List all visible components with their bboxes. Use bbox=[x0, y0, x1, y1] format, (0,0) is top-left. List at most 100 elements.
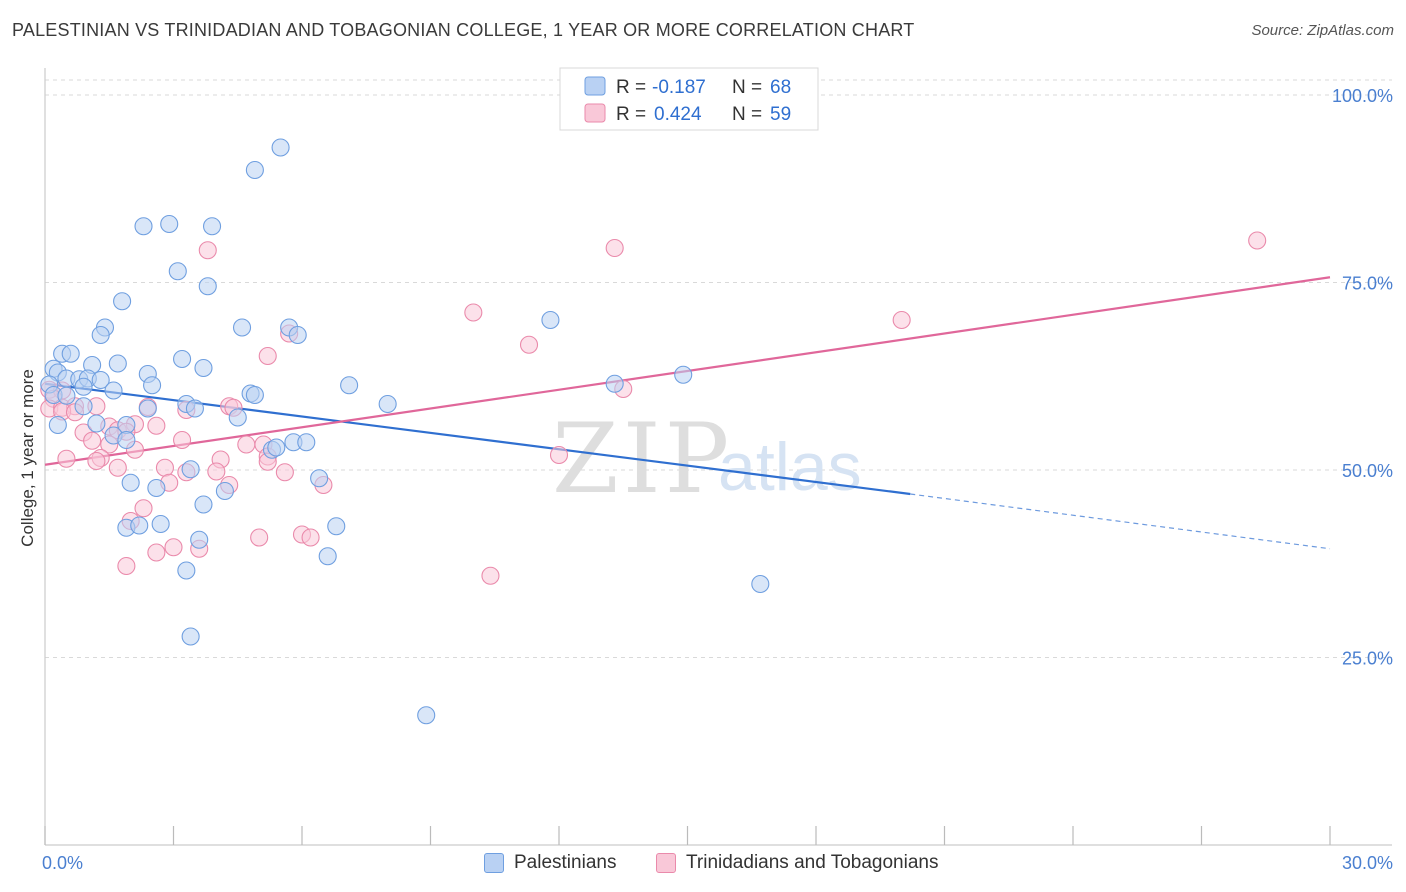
tick-labels: 25.0% 50.0% 75.0% 100.0% 0.0% 30.0% bbox=[42, 86, 1393, 873]
palestinian-point bbox=[121, 473, 140, 492]
trinidadian-point bbox=[155, 458, 174, 477]
palestinian-point bbox=[198, 277, 217, 296]
stats-n-value-2: 59 bbox=[770, 104, 791, 125]
trinidadian-point bbox=[250, 528, 269, 547]
palestinian-point bbox=[288, 325, 307, 345]
source-credit: Source: ZipAtlas.com bbox=[1251, 22, 1394, 39]
palestinian-point bbox=[181, 627, 200, 646]
palestinian-point bbox=[541, 310, 560, 330]
palestinian-point bbox=[130, 516, 149, 535]
trinidadian-point bbox=[892, 310, 911, 330]
stats-n-label-1: N = bbox=[732, 77, 762, 98]
data-points bbox=[40, 138, 1267, 725]
palestinian-point bbox=[173, 349, 192, 369]
x-tick-label: 30.0% bbox=[1342, 853, 1393, 873]
palestinian-point bbox=[143, 376, 162, 395]
trinidadian-point bbox=[198, 241, 217, 260]
stats-r-value-1: -0.187 bbox=[652, 77, 706, 98]
palestinian-point bbox=[417, 706, 436, 725]
palestinian-point bbox=[203, 217, 222, 236]
stats-n-value-1: 68 bbox=[770, 77, 791, 98]
legend-label-palestinians: Palestinians bbox=[514, 852, 617, 873]
palestinian-point bbox=[318, 547, 337, 566]
palestinian-point bbox=[194, 495, 213, 514]
trinidadian-point bbox=[549, 445, 569, 465]
trinidadian-point bbox=[83, 431, 102, 450]
palestinian-point bbox=[108, 354, 127, 373]
trinidadian-point bbox=[207, 462, 226, 481]
palestinian-point bbox=[228, 408, 247, 427]
trinidadian-point bbox=[164, 538, 183, 557]
palestinian-point bbox=[74, 377, 93, 396]
legend-swatch-palestinians bbox=[484, 853, 504, 873]
stats-legend: R = -0.187 N = 68 R = 0.424 N = 59 bbox=[559, 67, 819, 131]
palestinian-point bbox=[245, 385, 264, 405]
legend-item-palestinians[interactable]: Palestinians bbox=[484, 852, 616, 874]
palestinian-point bbox=[297, 433, 316, 452]
trinidadian-point bbox=[173, 430, 192, 450]
x-tick-label: 0.0% bbox=[42, 853, 83, 873]
palestinian-point bbox=[232, 318, 252, 337]
chart-title: PALESTINIAN VS TRINIDADIAN AND TOBAGONIA… bbox=[12, 20, 915, 40]
palestinian-trend-extension bbox=[910, 493, 1331, 550]
palestinian-point bbox=[151, 514, 170, 534]
legend-label-trinidadians: Trinidadians and Tobagonians bbox=[686, 852, 939, 873]
trinidadian-point bbox=[275, 463, 294, 482]
palestinian-point bbox=[605, 374, 624, 393]
trinidadian-point bbox=[605, 238, 624, 258]
trinidadian-point bbox=[301, 528, 320, 547]
legend-swatch-trinidadians bbox=[656, 853, 676, 873]
trinidadian-point bbox=[258, 346, 277, 366]
palestinian-point bbox=[138, 399, 157, 418]
palestinian-point bbox=[245, 160, 264, 180]
y-tick-label: 25.0% bbox=[1342, 649, 1393, 669]
trinidadian-point bbox=[108, 458, 127, 477]
palestinian-point bbox=[194, 358, 213, 378]
palestinian-point bbox=[181, 460, 200, 479]
y-tick-label: 100.0% bbox=[1332, 86, 1393, 106]
trinidadian-point bbox=[134, 499, 153, 518]
palestinian-point bbox=[751, 574, 770, 594]
trinidadian-point bbox=[1248, 231, 1267, 250]
palestinian-point bbox=[147, 478, 166, 498]
palestinian-point bbox=[327, 517, 346, 536]
trinidadian-point bbox=[87, 451, 106, 471]
trinidadian-point bbox=[519, 335, 539, 354]
palestinian-point bbox=[91, 325, 110, 345]
y-tick-label: 50.0% bbox=[1342, 461, 1393, 481]
palestinian-point bbox=[267, 438, 286, 457]
trinidadian-point bbox=[147, 416, 166, 435]
trinidadian-point bbox=[481, 566, 500, 585]
palestinian-point bbox=[57, 386, 76, 405]
palestinian-point bbox=[378, 394, 397, 414]
trinidadian-point bbox=[117, 556, 136, 576]
palestinian-point bbox=[113, 292, 132, 311]
watermark: ZIP atlas bbox=[552, 403, 862, 515]
palestinian-point bbox=[48, 415, 67, 435]
palestinian-point bbox=[190, 530, 209, 549]
palestinian-point bbox=[310, 469, 329, 488]
stats-n-label-2: N = bbox=[732, 104, 762, 125]
y-tick-label: 75.0% bbox=[1342, 274, 1393, 294]
axes bbox=[44, 68, 1392, 846]
stats-r-label-1: R = bbox=[616, 77, 646, 98]
trinidadian-point bbox=[147, 543, 166, 562]
palestinian-point bbox=[340, 376, 359, 395]
palestinian-point bbox=[177, 561, 196, 580]
stats-legend-swatch-pink bbox=[584, 103, 606, 123]
stats-r-value-2: 0.424 bbox=[654, 104, 702, 125]
legend-item-trinidadians[interactable]: Trinidadians and Tobagonians bbox=[656, 852, 938, 874]
palestinian-point bbox=[87, 414, 106, 433]
palestinian-point bbox=[185, 399, 204, 418]
palestinian-point bbox=[91, 370, 110, 390]
stats-legend-swatch-blue bbox=[584, 76, 606, 96]
palestinian-point bbox=[674, 365, 693, 384]
trinidadian-point bbox=[237, 435, 256, 454]
palestinian-point bbox=[117, 430, 136, 450]
palestinian-point bbox=[134, 217, 153, 236]
trinidadian-point bbox=[464, 303, 483, 322]
palestinian-point bbox=[104, 381, 123, 400]
palestinian-point bbox=[74, 397, 93, 416]
stats-r-label-2: R = bbox=[616, 104, 646, 125]
